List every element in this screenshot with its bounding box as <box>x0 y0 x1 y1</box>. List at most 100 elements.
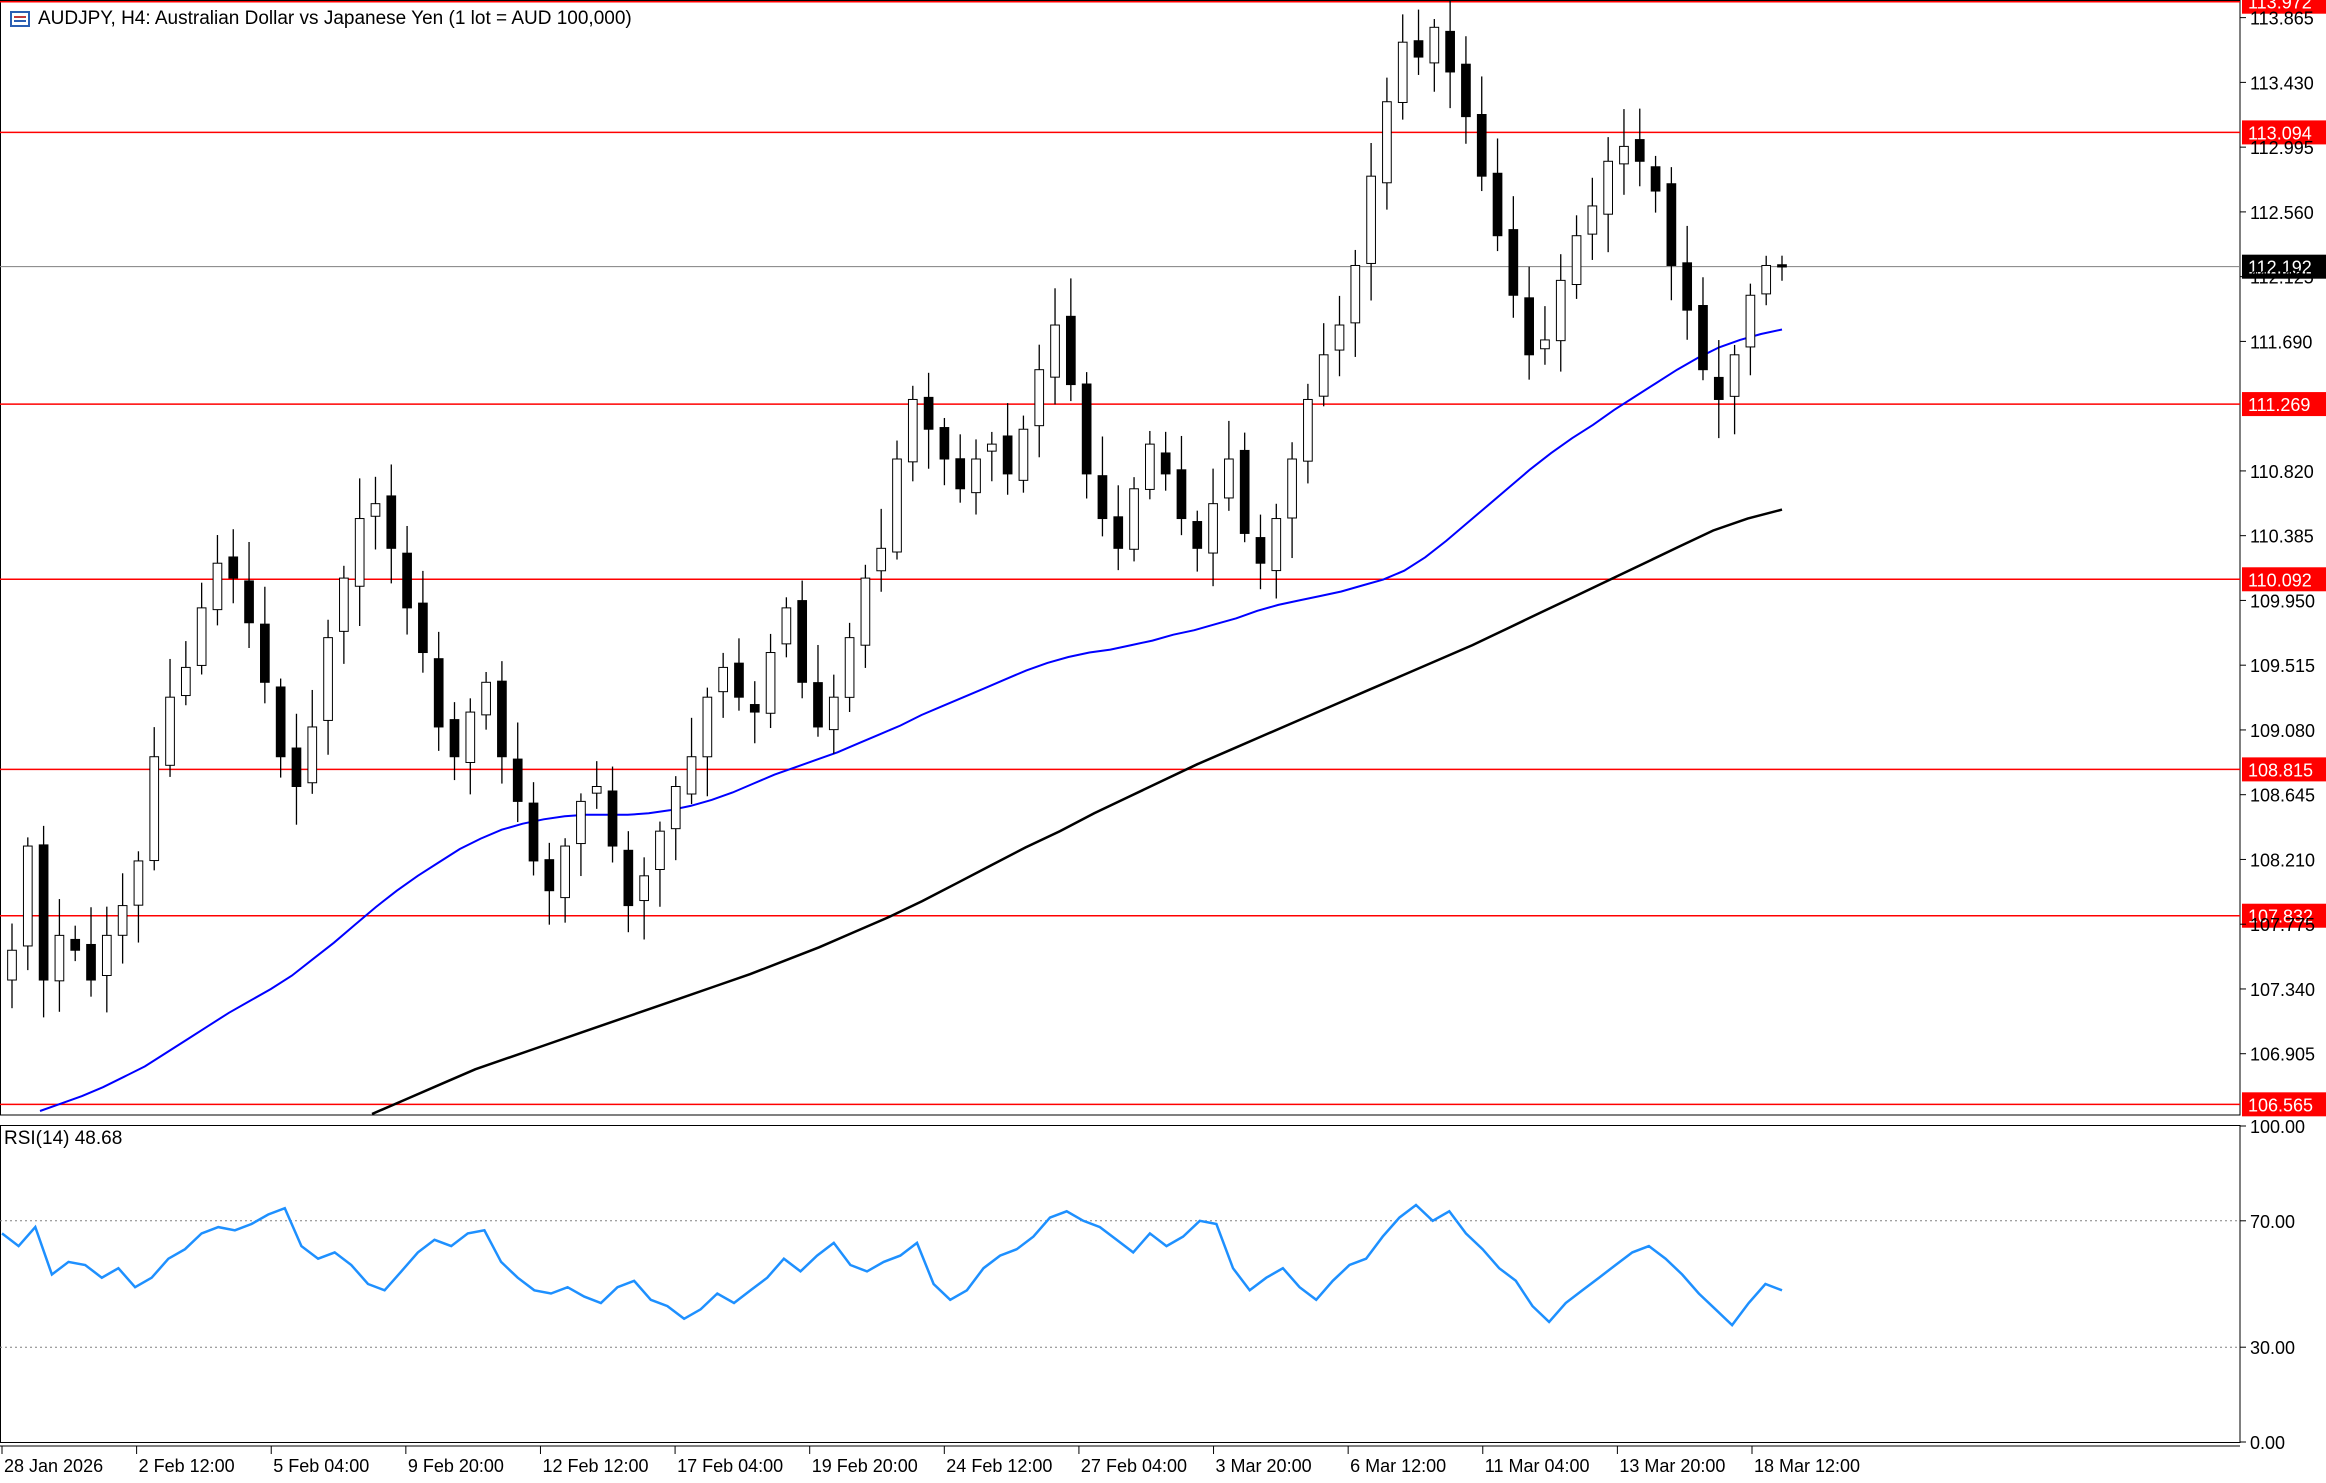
candle-bull <box>686 756 697 795</box>
level-label: 113.972 <box>2248 0 2312 13</box>
level-label: 106.565 <box>2248 1095 2313 1115</box>
x-tick-label: 6 Mar 12:00 <box>1350 1456 1446 1476</box>
candle-bull <box>133 860 144 906</box>
candle-bull <box>1603 160 1614 215</box>
rsi-y-tick-label: 0.00 <box>2250 1433 2285 1453</box>
x-tick-label: 24 Feb 12:00 <box>946 1456 1052 1476</box>
candle-bear <box>813 682 823 728</box>
candle-bull <box>907 398 918 463</box>
candle-bull <box>1034 369 1045 427</box>
candle-bull <box>781 607 792 645</box>
candle-bear <box>512 758 523 802</box>
candle-bull <box>7 949 17 981</box>
candle-bull <box>1303 398 1313 462</box>
candle-bear <box>1065 315 1076 386</box>
candle-bull <box>101 934 112 977</box>
level-tag <box>2242 1092 2326 1117</box>
candle-bull <box>1366 175 1376 264</box>
candle-bear <box>386 495 397 549</box>
x-tick-label: 2 Feb 12:00 <box>139 1456 235 1476</box>
level-label: 111.269 <box>2248 395 2310 415</box>
candle-bull <box>117 905 128 936</box>
x-tick-label: 11 Mar 04:00 <box>1485 1456 1590 1476</box>
candle-bear <box>1777 264 1787 268</box>
main-panel-frame <box>0 0 2241 1116</box>
candle-bear <box>1634 139 1645 162</box>
candle-bear <box>433 658 444 728</box>
y-tick-label: 107.340 <box>2250 980 2315 1000</box>
candle-bull <box>307 726 318 784</box>
candle-bear <box>1492 172 1503 237</box>
candle-bear <box>1239 449 1250 534</box>
ma-fast-line <box>39 328 1783 1112</box>
candle-bear <box>1476 114 1487 177</box>
candle-bear <box>1413 40 1424 58</box>
candle-bull <box>339 577 349 632</box>
level-tag <box>2242 567 2326 592</box>
candle-bull <box>1208 503 1218 554</box>
chart-window-icon[interactable] <box>10 11 30 27</box>
candle-bear <box>1192 521 1203 549</box>
candle-bear <box>275 686 286 758</box>
y-tick-label: 112.125 <box>2250 268 2314 288</box>
candle-bull <box>1145 443 1155 490</box>
candle-bull <box>1350 264 1361 324</box>
y-tick-label: 113.430 <box>2250 73 2314 93</box>
candle-bear <box>1097 475 1108 520</box>
symbol-title: AUDJPY, H4: Australian Dollar vs Japanes… <box>38 8 632 29</box>
y-tick-label: 113.865 <box>2250 9 2314 29</box>
x-tick-label: 12 Feb 12:00 <box>542 1456 648 1476</box>
rsi-y-tick-label: 30.00 <box>2250 1338 2295 1358</box>
candle-bull <box>149 756 160 862</box>
candle-bull <box>1287 458 1297 519</box>
current-price-label: 112.192 <box>2248 258 2312 278</box>
level-tag <box>2242 757 2326 782</box>
candle-bull <box>370 503 381 517</box>
x-tick-label: 27 Feb 04:00 <box>1081 1456 1187 1476</box>
candle-bull <box>560 845 570 899</box>
candle-bear <box>1713 376 1724 400</box>
rsi-title: RSI(14) 48.68 <box>4 1128 123 1149</box>
candle-bull <box>1224 458 1234 499</box>
y-tick-label: 112.995 <box>2250 138 2314 158</box>
candle-bull <box>1271 518 1282 572</box>
candle-bear <box>528 802 539 862</box>
candle-bear <box>607 790 618 847</box>
candle-bear <box>1176 469 1187 520</box>
candle-bull <box>1745 294 1756 348</box>
y-tick-label: 106.905 <box>2250 1045 2315 1065</box>
y-tick-label: 110.820 <box>2250 462 2314 482</box>
candle-bull <box>180 666 191 697</box>
candle-bear <box>1445 30 1455 73</box>
candle-bull <box>844 637 855 698</box>
candle-bear <box>1160 452 1171 475</box>
candle-bull <box>576 800 586 845</box>
candle-bear <box>291 747 302 788</box>
candle-bull <box>354 518 365 587</box>
candle-bear <box>228 556 239 579</box>
candle-bull <box>1429 26 1440 64</box>
candle-bull <box>655 830 665 870</box>
level-label: 107.832 <box>2248 907 2313 927</box>
candle-bull <box>971 458 981 494</box>
rsi-panel-frame <box>0 1125 2241 1443</box>
y-tick-label: 109.515 <box>2250 656 2315 676</box>
x-tick-label: 28 Jan 2026 <box>4 1456 103 1476</box>
candle-bear <box>734 662 744 698</box>
candle-bear <box>623 849 634 907</box>
candle-bear <box>1508 229 1519 296</box>
candle-bear <box>244 580 254 624</box>
candle-bull <box>702 696 713 758</box>
candle-bear <box>1113 516 1124 549</box>
candle-bear <box>939 427 950 460</box>
candle-bear <box>402 552 412 609</box>
candle-bull <box>196 607 207 666</box>
y-tick-label: 109.080 <box>2250 721 2315 741</box>
x-tick-label: 9 Feb 20:00 <box>408 1456 504 1476</box>
ma-slow-line <box>371 508 1783 1116</box>
x-tick-label: 3 Mar 20:00 <box>1216 1456 1312 1476</box>
level-label: 110.092 <box>2248 570 2312 590</box>
x-tick-label: 13 Mar 20:00 <box>1619 1456 1725 1476</box>
